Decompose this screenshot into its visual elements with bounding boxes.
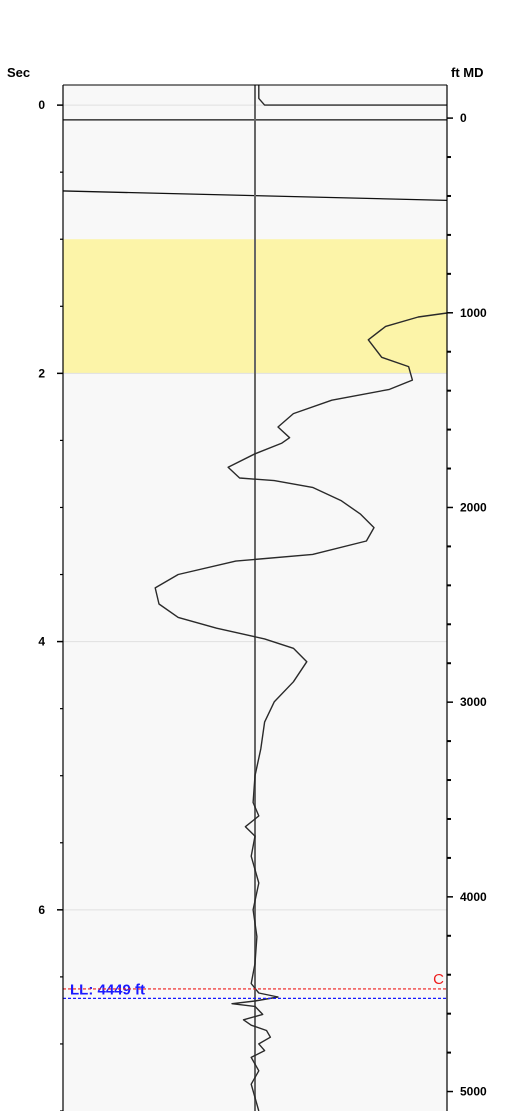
right-tick-label: 3000 — [460, 695, 487, 709]
right-tick-label: 2000 — [460, 500, 487, 514]
trace-line-0 — [258, 85, 447, 106]
marker-label-c: C — [433, 971, 444, 988]
right-tick-label: 5000 — [460, 1085, 487, 1099]
left-tick-label: 4 — [38, 635, 45, 649]
plot-frame — [62, 84, 448, 1111]
left-tick-label: 6 — [38, 903, 45, 917]
right-tick-label: 4000 — [460, 890, 487, 904]
left-axis: Sec 0 2 4 6 — [7, 65, 63, 1111]
left-tick-label: 2 — [38, 366, 45, 380]
trace-line-1 — [154, 312, 448, 1111]
marker-label-ll: LL: 4449 ft — [70, 981, 145, 998]
left-axis-title: Sec — [7, 65, 30, 80]
right-tick-label: 1000 — [460, 306, 487, 320]
traces — [154, 85, 448, 1111]
marker-lines: LL: 4449 ft C — [63, 971, 447, 999]
right-tick-label: 0 — [460, 111, 467, 125]
right-axis: ft MD 0 1000 2000 3000 4000 5000 — [447, 65, 487, 1099]
left-tick-label: 0 — [38, 98, 45, 112]
right-axis-title: ft MD — [451, 65, 484, 80]
